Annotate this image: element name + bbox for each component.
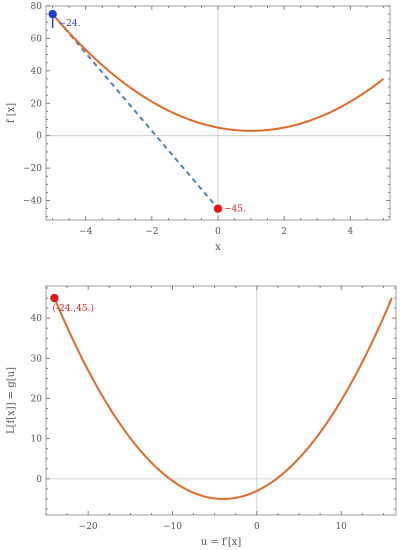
data-point xyxy=(48,9,57,19)
x-axis-label: u = f′[x] xyxy=(201,537,242,548)
data-point xyxy=(50,293,59,303)
x-axis-label: x xyxy=(215,242,221,253)
chart-legendre-transform: −20 −10 0 10 0 10 20 30 40 u = f′[x] L[f[x]] = g[u… xyxy=(6,285,397,548)
tangent-line xyxy=(51,13,219,210)
y-tick-label: 40 xyxy=(31,67,43,77)
y-axis-label: f [x] xyxy=(6,103,17,123)
x-tick-label: 4 xyxy=(347,227,353,237)
y-tick-label: 10 xyxy=(31,435,43,445)
curve-g xyxy=(53,297,393,500)
y-tick-label: 20 xyxy=(31,394,43,404)
point-label: (-24.,45.) xyxy=(52,303,94,314)
x-tick-label: −2 xyxy=(145,227,158,237)
plot-frame xyxy=(45,285,397,516)
y-tick-label: −40 xyxy=(23,197,42,207)
x-tick-label: −20 xyxy=(79,522,98,532)
point-label: −24. xyxy=(59,19,81,29)
x-tick-label: −4 xyxy=(79,227,93,237)
curve-f xyxy=(51,13,384,132)
y-tick-label: 0 xyxy=(36,475,42,485)
y-tick-label: 30 xyxy=(31,354,43,364)
x-tick-label: 0 xyxy=(254,522,260,532)
y-tick-label: 80 xyxy=(31,2,43,12)
y-tick-label: −20 xyxy=(23,164,42,174)
y-tick-label: 60 xyxy=(31,34,43,44)
y-tick-label: 20 xyxy=(31,99,43,109)
point-label: −45. xyxy=(224,205,246,215)
y-tick-label: 40 xyxy=(31,314,43,324)
data-point xyxy=(213,204,223,213)
y-axis-label: L[f[x]] = g[u] xyxy=(6,367,17,434)
x-tick-label: −10 xyxy=(163,522,182,532)
x-tick-label: 2 xyxy=(281,227,287,237)
x-tick-label: 0 xyxy=(215,227,221,237)
y-tick-label: 0 xyxy=(36,132,42,142)
x-tick-label: 10 xyxy=(335,522,347,532)
